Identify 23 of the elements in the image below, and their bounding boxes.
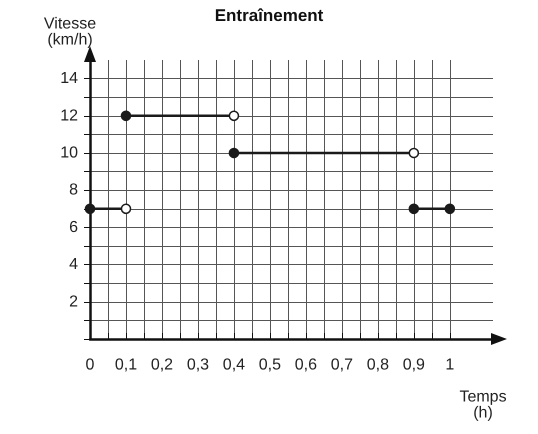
x-tick-label: 0,5 — [258, 356, 282, 374]
y-tick-label: 4 — [69, 256, 78, 274]
y-tick-label: 2 — [69, 293, 78, 310]
point — [408, 204, 420, 214]
x-tick-label: 0,4 — [222, 356, 246, 374]
point — [444, 204, 456, 214]
x-axis-title: Temps (h) — [459, 388, 507, 422]
x-tick-label: 0,2 — [150, 356, 174, 374]
y-tick-label: 10 — [60, 144, 78, 162]
x-tick-label: 0,7 — [330, 356, 354, 374]
y-tick-label: 6 — [69, 218, 78, 236]
y-tick-label: 12 — [60, 107, 78, 124]
y-axis-title: Vitesse (km/h) — [44, 16, 96, 48]
y-tick-label: 14 — [60, 70, 78, 88]
chart-title: Entraînement — [214, 6, 324, 25]
x-tick-label: 0 — [86, 356, 95, 374]
x-tick-label: 0,1 — [114, 356, 138, 374]
x-tick-label: 0,6 — [294, 356, 318, 374]
x-tick-label: 0,9 — [402, 356, 426, 374]
x-tick-label: 0,3 — [186, 356, 210, 374]
x-tick-label: 1 — [445, 356, 454, 374]
y-tick-label: 8 — [69, 182, 78, 199]
x-tick-label: 0,8 — [366, 356, 390, 374]
